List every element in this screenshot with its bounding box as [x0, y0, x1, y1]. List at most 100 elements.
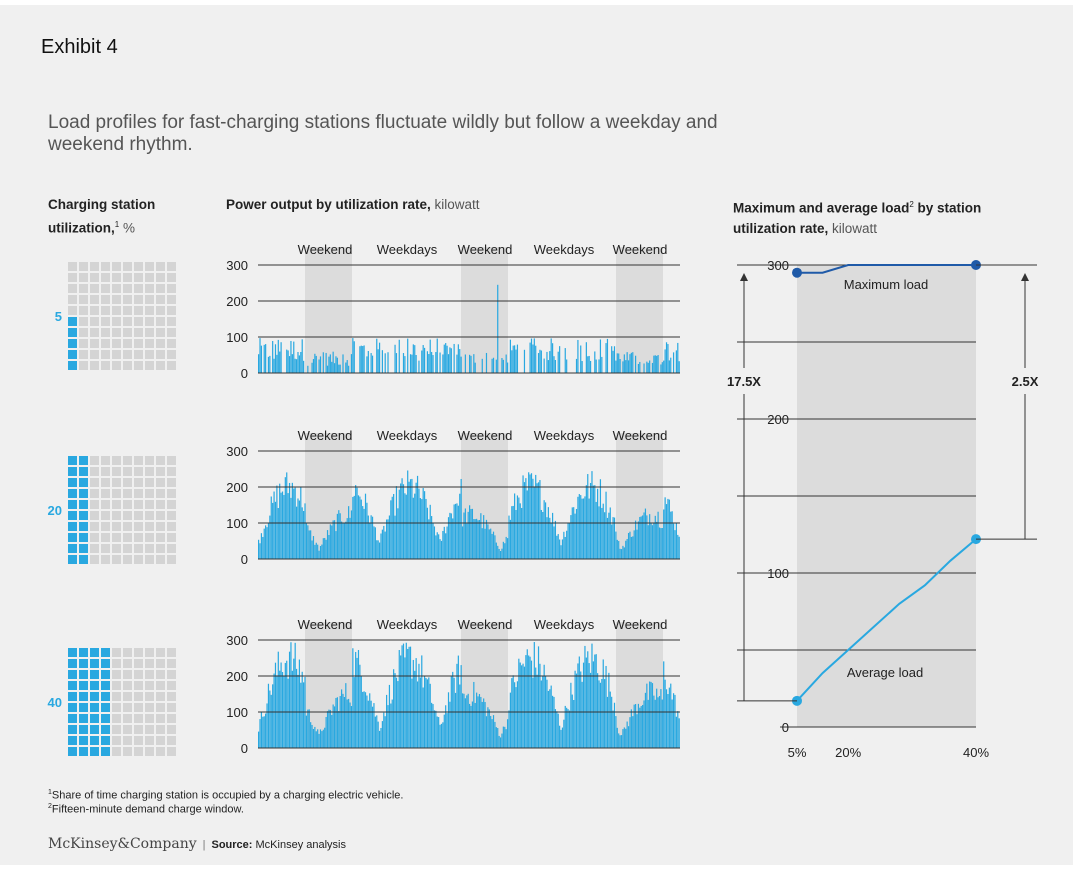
power-bar: [516, 681, 519, 748]
power-bar: [308, 709, 310, 748]
power-bar: [259, 719, 261, 748]
power-ytick: 300: [226, 258, 248, 273]
power-bar: [642, 704, 644, 748]
waffle-cell-empty: [134, 456, 143, 465]
power-bar: [608, 512, 610, 559]
waffle-cell-filled: [68, 478, 77, 487]
power-bar: [366, 502, 368, 559]
power-bar: [288, 651, 291, 748]
waffle-cell-empty: [145, 533, 154, 542]
power-bar: [525, 655, 527, 748]
waffle-cell-filled: [79, 467, 88, 476]
waffle-cell-empty: [112, 555, 121, 564]
source-line: McKinsey&Company | Source: McKinsey analys…: [48, 836, 346, 852]
power-bar: [367, 351, 369, 373]
waffle-cell-empty: [112, 467, 121, 476]
power-bar: [432, 355, 434, 373]
power-bar: [345, 683, 347, 748]
power-bar: [346, 699, 348, 748]
waffle-cell-empty: [156, 648, 165, 657]
power-bar: [559, 346, 561, 373]
waffle-cell-filled: [79, 659, 88, 668]
footnote-2: 2Fifteen-minute demand charge window.: [48, 800, 244, 817]
power-bar: [326, 711, 329, 748]
power-bar: [383, 712, 385, 748]
power-bar: [604, 679, 606, 748]
power-bar: [653, 355, 655, 373]
power-bar: [297, 352, 299, 373]
power-bar: [656, 521, 658, 559]
power-bar: [412, 497, 414, 559]
power-bar: [665, 504, 668, 559]
power-bar: [525, 478, 527, 559]
power-bar: [436, 532, 438, 559]
power-bar: [328, 709, 330, 748]
power-bar: [502, 359, 504, 373]
power-bar: [378, 730, 381, 748]
power-bar: [393, 493, 395, 559]
waffle-cell-empty: [167, 555, 176, 564]
power-bar: [431, 702, 433, 748]
waffle-cell-filled: [68, 511, 77, 520]
power-bar: [353, 495, 355, 559]
power-bar: [594, 654, 596, 748]
power-bar: [262, 536, 264, 559]
power-bar: [355, 485, 357, 559]
weekend-shade: [461, 247, 508, 373]
power-bar: [381, 350, 383, 373]
period-label: Weekend: [613, 242, 668, 257]
power-bar: [509, 519, 511, 559]
power-bar: [400, 483, 402, 559]
power-bar: [380, 533, 382, 559]
waffle-cell-empty: [167, 747, 176, 756]
power-bar: [293, 341, 295, 373]
waffle-cell-empty: [90, 456, 99, 465]
power-bar: [460, 356, 462, 373]
power-bar: [473, 354, 475, 373]
power-bar: [353, 677, 355, 748]
power-bar: [404, 493, 406, 559]
power-bar: [539, 663, 541, 748]
power-bar: [423, 347, 426, 373]
waffle-cell-filled: [79, 522, 88, 531]
power-bar: [463, 512, 465, 559]
power-bar: [602, 659, 604, 748]
waffle-cell-empty: [167, 361, 176, 370]
waffle-cell-empty: [156, 350, 165, 359]
power-bar: [616, 539, 618, 559]
power-bar: [672, 693, 675, 748]
waffle-cell-empty: [123, 350, 132, 359]
power-bar: [653, 695, 655, 748]
power-bar: [281, 672, 284, 748]
waffle-cell-empty: [90, 317, 99, 326]
waffle-cell-empty: [123, 703, 132, 712]
power-bar: [514, 493, 516, 559]
waffle-cell-empty: [101, 262, 110, 271]
power-bar: [376, 540, 378, 559]
power-bar: [374, 716, 376, 748]
power-bar: [274, 662, 277, 748]
waffle-cell-filled: [79, 489, 88, 498]
power-bar: [258, 354, 260, 373]
waffle-cell-empty: [134, 273, 143, 282]
power-bar: [319, 546, 322, 559]
power-bar: [407, 338, 409, 373]
power-bar: [416, 681, 419, 748]
power-bar: [654, 515, 656, 559]
power-bar: [303, 682, 305, 748]
power-bar: [577, 663, 579, 748]
power-bar: [454, 503, 457, 559]
power-bar: [632, 716, 634, 748]
power-bar: [291, 670, 293, 748]
ratio-label-17-5x: 17.5X: [727, 374, 761, 389]
waffle-cell-empty: [101, 339, 110, 348]
power-bar: [522, 663, 524, 748]
power-bar: [658, 696, 661, 748]
power-bar: [445, 343, 447, 373]
power-bar: [283, 494, 285, 559]
power-bar: [677, 342, 679, 373]
waffle-cell-empty: [156, 328, 165, 337]
power-bar: [588, 498, 590, 559]
power-bar: [352, 648, 354, 748]
waffle-cell-filled: [90, 736, 99, 745]
